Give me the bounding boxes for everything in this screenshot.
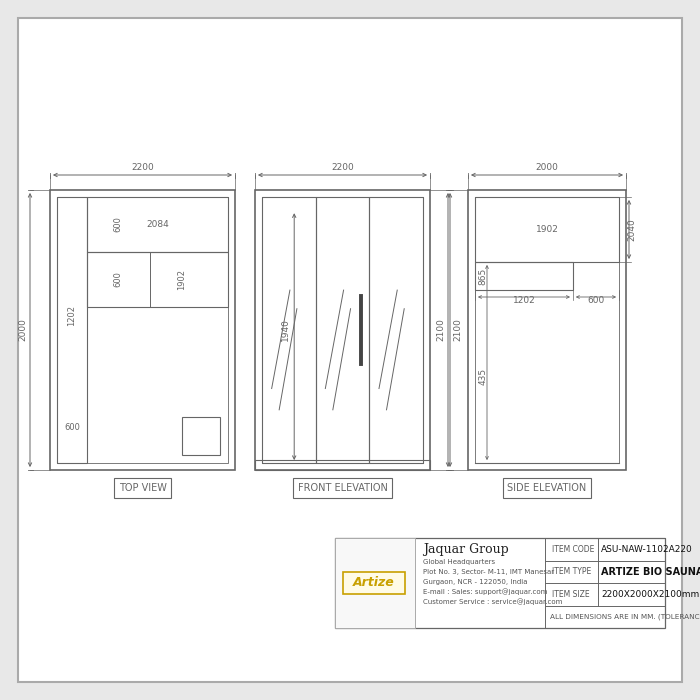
Text: Global Headquarters: Global Headquarters: [423, 559, 495, 565]
Bar: [255, 190, 430, 470]
Text: 600: 600: [587, 296, 605, 305]
Text: E-mail : Sales: support@jaquar.com: E-mail : Sales: support@jaquar.com: [423, 589, 547, 596]
Bar: [468, 190, 626, 470]
Bar: [475, 262, 573, 290]
Text: ARTIZE BIO SAUNA: ARTIZE BIO SAUNA: [601, 567, 700, 577]
Bar: [262, 197, 316, 463]
Text: 2200X2000X2100mm: 2200X2000X2100mm: [601, 589, 699, 598]
Bar: [316, 197, 370, 463]
Bar: [475, 197, 619, 463]
Text: TOP VIEW: TOP VIEW: [118, 483, 167, 493]
Text: Plot No. 3, Sector- M-11, IMT Manesar: Plot No. 3, Sector- M-11, IMT Manesar: [423, 569, 554, 575]
Text: 2200: 2200: [331, 163, 354, 172]
Text: 2000: 2000: [536, 163, 559, 172]
Text: 2040: 2040: [627, 218, 636, 241]
Bar: [182, 417, 220, 455]
Bar: [87, 197, 228, 252]
Text: Jaquar Group: Jaquar Group: [423, 543, 509, 556]
Text: FRONT ELEVATION: FRONT ELEVATION: [298, 483, 387, 493]
Text: ITEM TYPE: ITEM TYPE: [552, 567, 592, 576]
Bar: [370, 197, 423, 463]
Text: 435: 435: [479, 368, 487, 385]
Text: 2200: 2200: [131, 163, 154, 172]
Text: Customer Service : service@jaquar.com: Customer Service : service@jaquar.com: [423, 598, 562, 606]
Text: ALL DIMENSIONS ARE IN MM. (TOLERANCE ± 5 MM): ALL DIMENSIONS ARE IN MM. (TOLERANCE ± 5…: [550, 613, 700, 620]
Bar: [255, 460, 430, 470]
Bar: [87, 252, 228, 307]
Text: ITEM SIZE: ITEM SIZE: [552, 589, 589, 598]
Text: Artize: Artize: [353, 577, 395, 589]
Text: 1940: 1940: [281, 318, 290, 342]
Bar: [50, 190, 235, 470]
Text: 1202: 1202: [67, 305, 76, 326]
Bar: [475, 197, 619, 262]
Text: 1902: 1902: [177, 269, 186, 290]
Text: 2084: 2084: [146, 220, 169, 229]
Text: 600: 600: [113, 216, 122, 232]
Text: ASU-NAW-1102A220: ASU-NAW-1102A220: [601, 545, 693, 554]
Bar: [57, 197, 228, 463]
Bar: [57, 197, 87, 463]
Text: SIDE ELEVATION: SIDE ELEVATION: [508, 483, 587, 493]
Text: ITEM CODE: ITEM CODE: [552, 545, 594, 554]
Text: 2000: 2000: [18, 318, 27, 342]
Text: 600: 600: [113, 272, 122, 288]
Text: Gurgaon, NCR - 122050, India: Gurgaon, NCR - 122050, India: [423, 579, 528, 585]
Text: 1902: 1902: [536, 225, 559, 234]
Bar: [262, 197, 423, 463]
Text: 2100: 2100: [453, 318, 462, 342]
Bar: [343, 572, 405, 594]
Text: 2100: 2100: [436, 318, 445, 342]
Text: 600: 600: [64, 424, 80, 433]
Text: 865: 865: [479, 267, 487, 285]
Text: 1202: 1202: [512, 296, 536, 305]
Bar: [335, 538, 415, 628]
Bar: [335, 538, 665, 628]
